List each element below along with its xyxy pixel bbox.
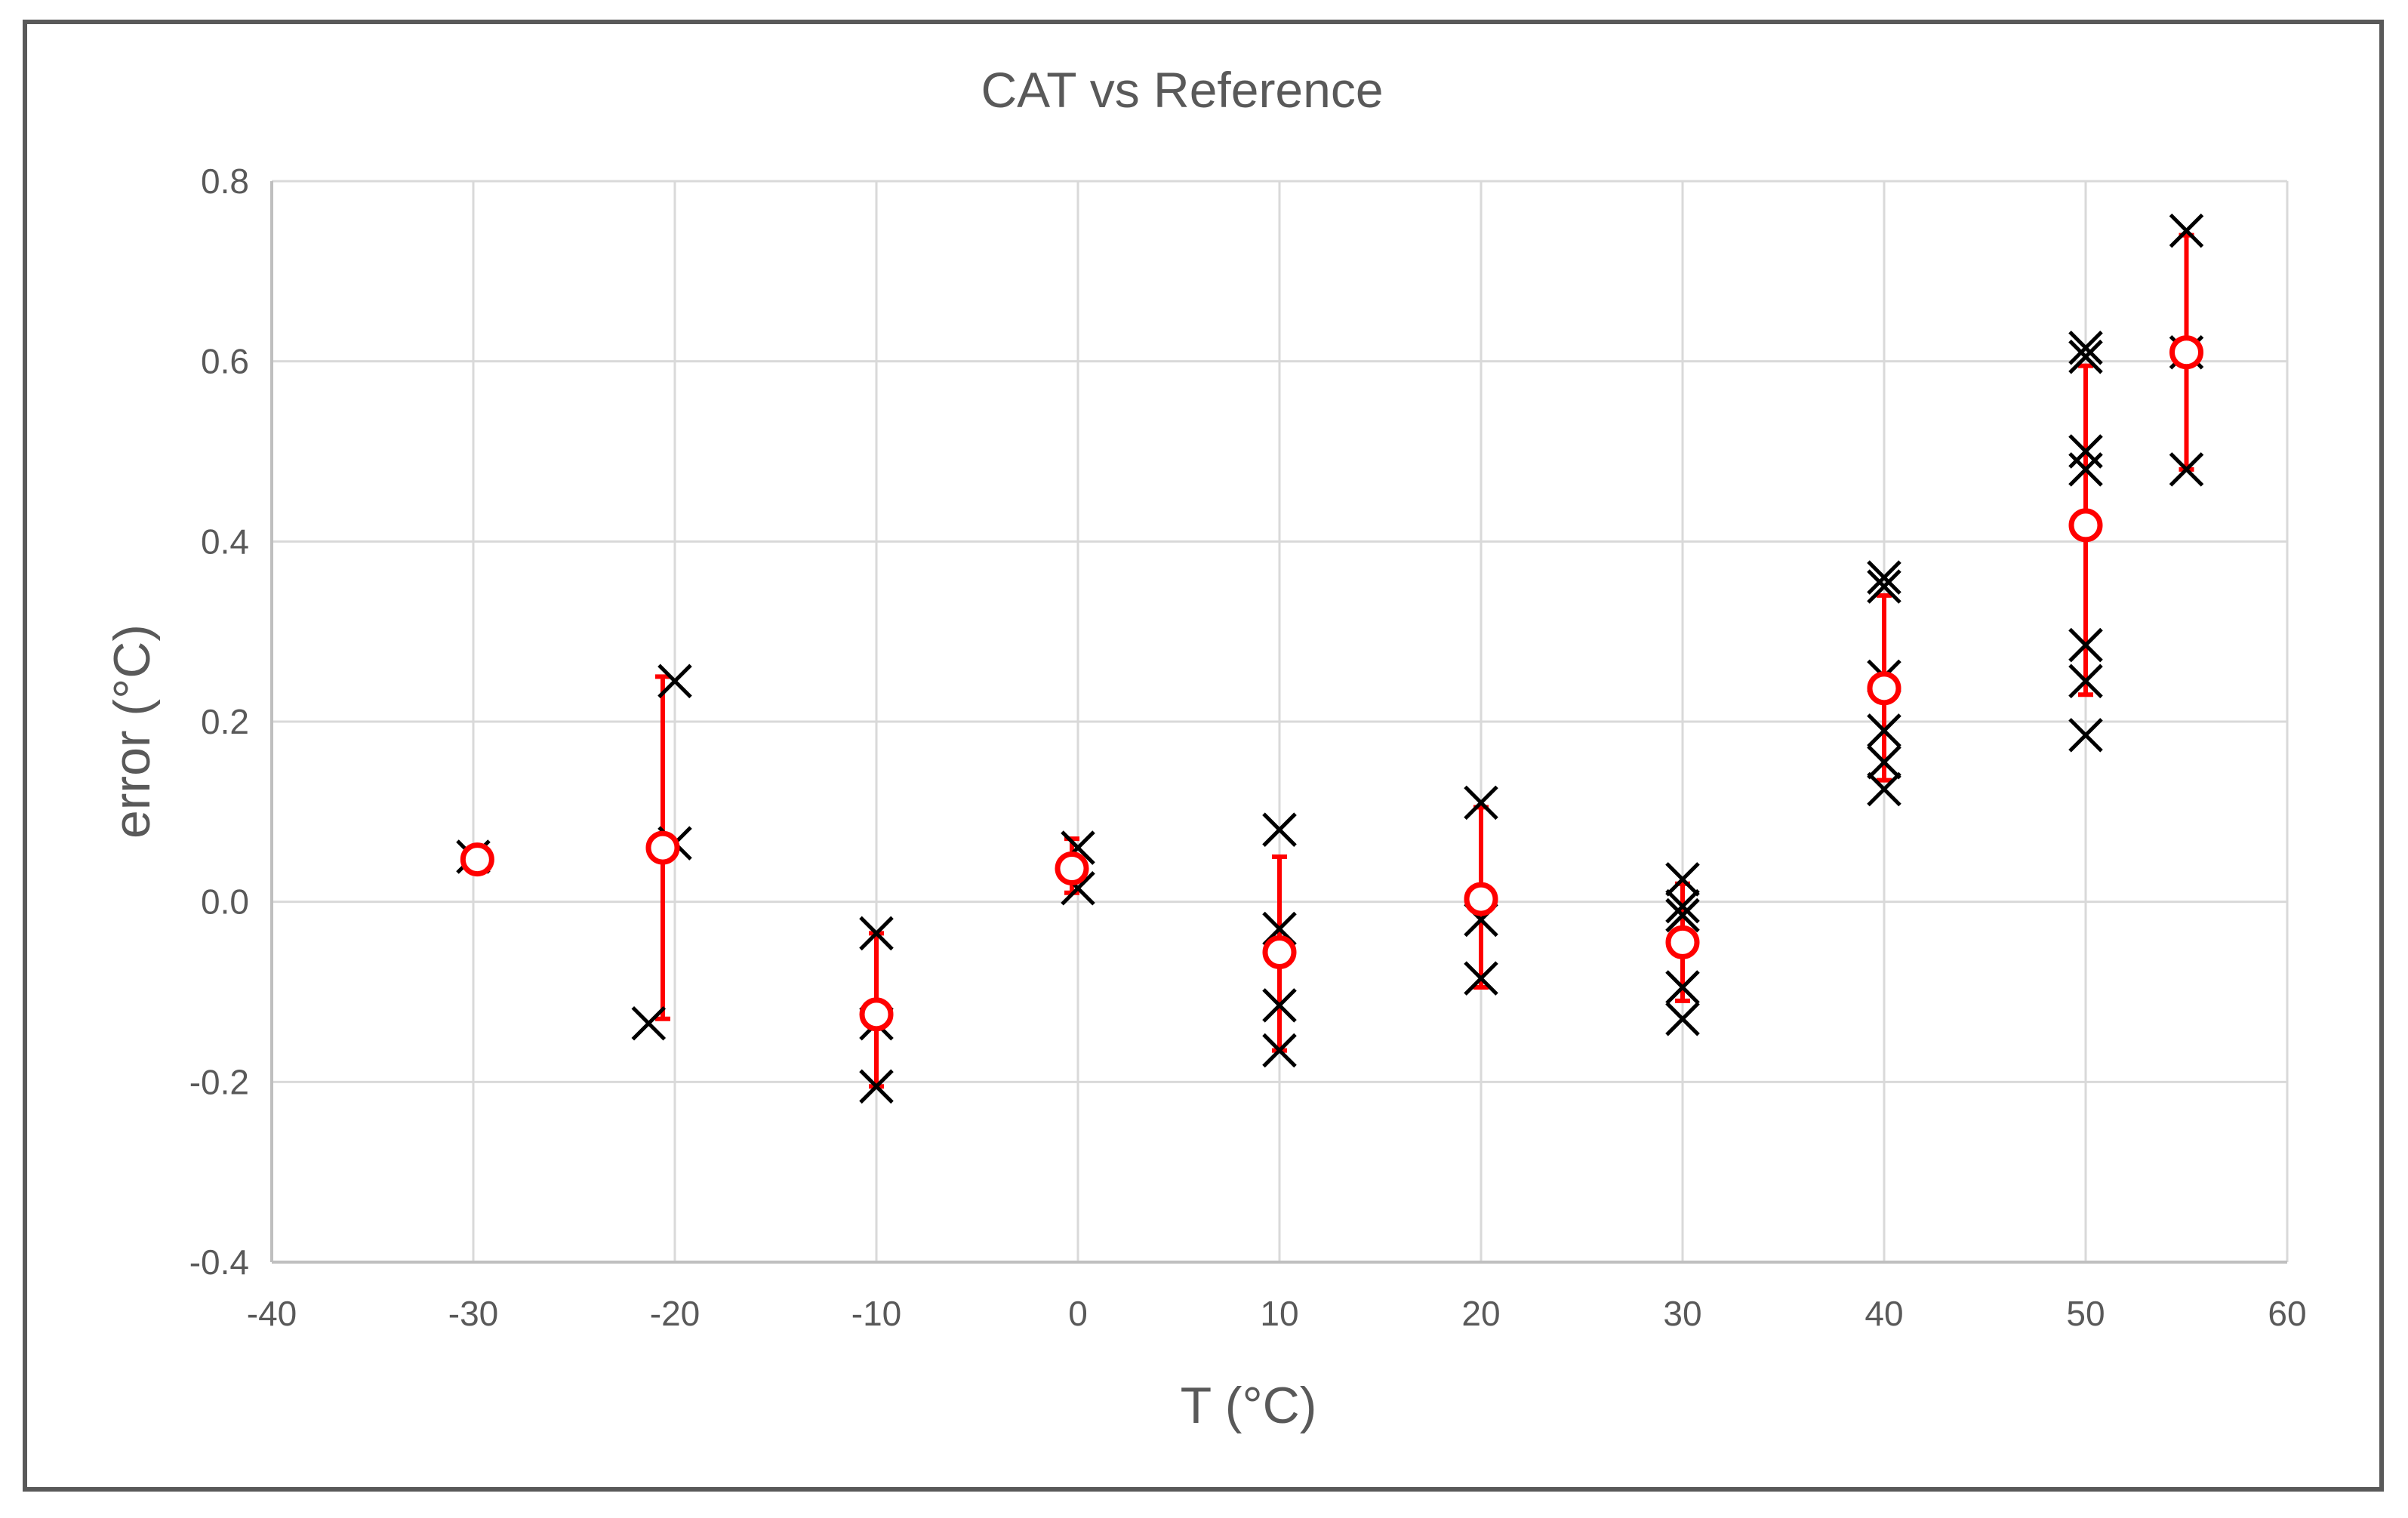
cross-marker [2068,330,2103,365]
cross-marker [631,1005,667,1041]
mean-marker [1055,851,1089,886]
cross-stroke [1665,970,1700,1005]
mean-marker [2169,335,2203,370]
x-tick-label: 40 [1865,1294,1903,1333]
cross-marker [1464,961,1498,996]
cross-marker [1867,744,1901,780]
cross-marker [1867,569,1901,604]
cross-marker [1867,771,1901,807]
cross-stroke [2169,452,2204,487]
cross-stroke [2068,452,2103,487]
mean-markers [460,335,2203,1032]
mean-marker [2068,508,2103,543]
mean-marker [645,830,680,865]
mean-marker [460,842,494,877]
x-tick-label: 60 [2268,1294,2306,1333]
x-tick-label: 10 [1260,1294,1298,1333]
x-tick-label: 30 [1663,1294,1701,1333]
cross-stroke [1867,560,1901,595]
cross-marker [1867,560,1901,595]
cross-marker [2068,452,2103,487]
tick-labels: -40 -30 -20 -10 0 10 20 30 40 50 60 -0.4 -0.2 0.0 0.2 0… [189,162,2307,1333]
cross-marker [1262,988,1297,1023]
axis-layer [270,181,2287,1264]
x-tick-label: -40 [247,1294,297,1333]
cross-stroke [1464,785,1498,821]
cross-marker [1665,970,1700,1005]
y-tick-label: 0.8 [201,162,249,201]
cross-marker [2169,452,2204,487]
cross-stroke [2068,339,2103,374]
y-tick-label: 0.6 [201,342,249,381]
chart-title: CAT vs Reference [981,62,1383,118]
x-tick-label: 20 [1461,1294,1500,1333]
cross-marker [1867,713,1901,748]
x-tick-label: -20 [650,1294,700,1333]
cross-stroke [1061,870,1095,906]
grid-layer [270,180,2289,1264]
cross-marker [2068,434,2103,469]
cross-stroke [1867,713,1901,748]
cross-stroke [2068,330,2103,365]
cross-marker [2068,664,2103,699]
mean-marker [1665,925,1700,959]
x-tick-label: -30 [448,1294,498,1333]
cross-marker [2068,339,2103,374]
cross-stroke [1867,771,1901,807]
cross-stroke [631,1005,667,1041]
cross-marker [2169,213,2204,248]
individual-markers [456,213,2204,1104]
x-axis-title: T (°C) [1181,1377,1317,1434]
cross-stroke [2068,718,2103,753]
cross-marker [859,916,894,951]
y-tick-label: 0.2 [201,702,249,741]
cross-marker [859,1069,894,1104]
chart-frame: -40 -30 -20 -10 0 10 20 30 40 50 60 -0.4 -0.2 0.0 0.2 0… [23,20,2384,1492]
cross-stroke [859,1069,894,1104]
cross-stroke [1262,812,1297,847]
cross-marker [1665,1002,1700,1036]
cross-marker [1464,785,1498,821]
cross-marker [1665,888,1700,924]
cross-marker [1262,812,1297,847]
cross-stroke [657,664,692,699]
y-axis-title: error (°C) [103,624,161,839]
cross-marker [1665,898,1700,933]
cross-stroke [1464,961,1498,996]
cross-marker [657,664,692,699]
cross-stroke [2068,627,2103,663]
chart-svg: -40 -30 -20 -10 0 10 20 30 40 50 60 -0.4 -0.2 0.0 0.2 0… [103,62,2307,1434]
y-tick-label: 0.0 [201,882,249,922]
cross-marker [1262,1033,1297,1068]
cross-stroke [1665,898,1700,933]
cross-stroke [859,916,894,951]
mean-marker [859,997,894,1032]
cross-stroke [1665,1002,1700,1036]
cross-stroke [1665,862,1700,897]
cross-stroke [1262,1033,1297,1068]
error-bars [654,232,2194,1089]
x-tick-label: 50 [2066,1294,2105,1333]
x-tick-label: -10 [851,1294,901,1333]
mean-marker [1464,882,1498,916]
cross-marker [2068,718,2103,753]
cross-marker [1665,862,1700,897]
cross-stroke [1262,988,1297,1023]
y-tick-label: -0.2 [189,1062,249,1101]
mean-marker [1867,671,1901,706]
x-tick-label: 0 [1068,1294,1088,1333]
y-tick-label: -0.4 [189,1242,249,1282]
mean-marker [1262,935,1297,969]
cross-stroke [1867,569,1901,604]
cross-stroke [1867,744,1901,780]
cross-stroke [2169,213,2204,248]
cross-stroke [1665,888,1700,924]
cross-stroke [2068,664,2103,699]
y-tick-label: 0.4 [201,522,249,561]
cross-marker [2068,627,2103,663]
cross-stroke [2068,434,2103,469]
